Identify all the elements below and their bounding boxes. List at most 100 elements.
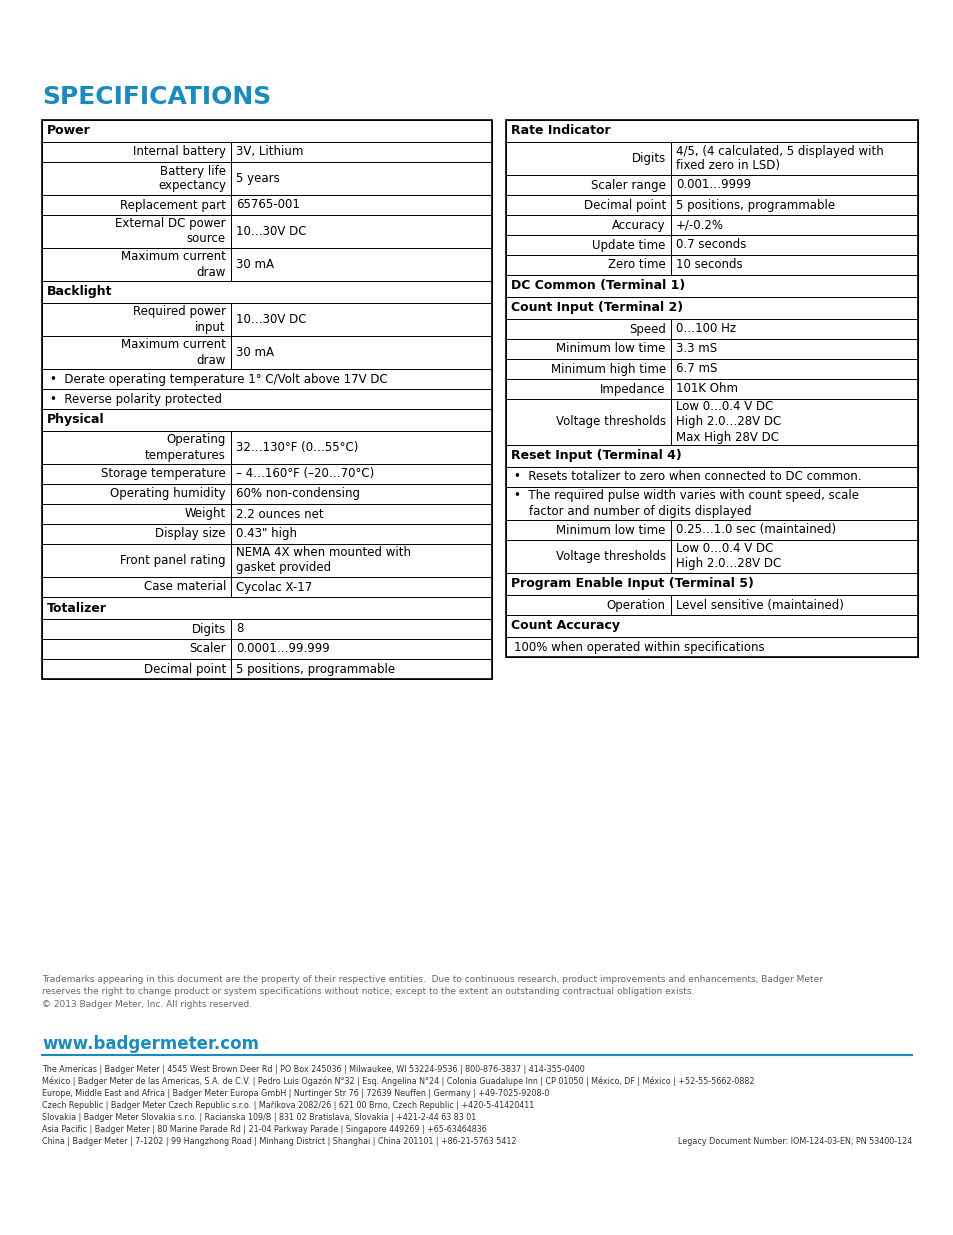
Bar — [231, 431, 492, 464]
Text: Weight: Weight — [185, 508, 226, 520]
Text: Legacy Document Number: IOM-124-03-EN; PN 53400-124: Legacy Document Number: IOM-124-03-EN; P… — [677, 1137, 911, 1146]
Text: Operating humidity: Operating humidity — [111, 488, 226, 500]
Text: Cycolac X-17: Cycolac X-17 — [235, 580, 312, 594]
Text: External DC power
source: External DC power source — [115, 217, 226, 246]
Text: Decimal point: Decimal point — [144, 662, 226, 676]
Bar — [670, 235, 917, 254]
Bar — [505, 254, 670, 275]
Text: Decimal point: Decimal point — [583, 199, 665, 211]
Text: NEMA 4X when mounted with
gasket provided: NEMA 4X when mounted with gasket provide… — [235, 547, 411, 574]
Text: 30 mA: 30 mA — [235, 346, 274, 359]
Text: Replacement part: Replacement part — [120, 199, 226, 211]
Bar — [670, 359, 917, 379]
Text: Case material: Case material — [144, 580, 226, 594]
Text: Scaler: Scaler — [190, 642, 226, 656]
Text: Low 0…0.4 V DC
High 2.0…28V DC
Max High 28V DC: Low 0…0.4 V DC High 2.0…28V DC Max High … — [675, 400, 781, 443]
Bar — [670, 215, 917, 235]
Text: Trademarks appearing in this document are the property of their respective entit: Trademarks appearing in this document ar… — [42, 974, 822, 1009]
Text: Operating
temperatures: Operating temperatures — [145, 433, 226, 462]
Bar — [505, 615, 917, 637]
Text: SPECIFICATIONS: SPECIFICATIONS — [42, 85, 271, 109]
Bar — [505, 573, 917, 595]
Text: 32…130°F (0…55°C): 32…130°F (0…55°C) — [235, 441, 358, 454]
Bar — [42, 638, 231, 659]
Text: 10…30V DC: 10…30V DC — [235, 225, 306, 238]
Bar — [42, 409, 492, 431]
Text: 0…100 Hz: 0…100 Hz — [675, 322, 735, 336]
Bar — [42, 282, 492, 303]
Text: Slovakia | Badger Meter Slovakia s.r.o. | Racianska 109/B | 831 02 Bratislava, S: Slovakia | Badger Meter Slovakia s.r.o. … — [42, 1113, 476, 1123]
Bar — [231, 336, 492, 369]
Bar — [231, 142, 492, 162]
Text: Minimum low time: Minimum low time — [556, 342, 665, 356]
Bar — [42, 597, 492, 619]
Text: www.badgermeter.com: www.badgermeter.com — [42, 1035, 258, 1053]
Text: Update time: Update time — [592, 238, 665, 252]
Text: 5 years: 5 years — [235, 172, 279, 185]
Text: 30 mA: 30 mA — [235, 258, 274, 270]
Bar — [505, 142, 670, 175]
Text: Storage temperature: Storage temperature — [101, 468, 226, 480]
Text: 2.2 ounces net: 2.2 ounces net — [235, 508, 323, 520]
Bar — [505, 637, 917, 657]
Text: Digits: Digits — [631, 152, 665, 165]
Bar — [231, 248, 492, 282]
Bar — [505, 195, 670, 215]
Text: 8: 8 — [235, 622, 243, 636]
Bar — [505, 359, 670, 379]
Bar — [505, 445, 917, 467]
Bar — [231, 215, 492, 248]
Text: Zero time: Zero time — [607, 258, 665, 272]
Bar — [42, 248, 231, 282]
Bar — [42, 336, 231, 369]
Text: 60% non-condensing: 60% non-condensing — [235, 488, 359, 500]
Text: Scaler range: Scaler range — [590, 179, 665, 191]
Text: Level sensitive (maintained): Level sensitive (maintained) — [675, 599, 842, 611]
Bar — [505, 120, 917, 657]
Text: Europe, Middle East and Africa | Badger Meter Europa GmbH | Nurtinger Str 76 | 7: Europe, Middle East and Africa | Badger … — [42, 1089, 549, 1098]
Bar — [505, 215, 670, 235]
Bar — [231, 577, 492, 597]
Bar — [670, 540, 917, 573]
Text: Voltage thresholds: Voltage thresholds — [555, 415, 665, 429]
Text: •  Reverse polarity protected: • Reverse polarity protected — [50, 393, 222, 405]
Bar — [231, 504, 492, 524]
Bar — [505, 595, 670, 615]
Text: Maximum current
draw: Maximum current draw — [121, 338, 226, 367]
Bar — [505, 540, 670, 573]
Bar — [231, 162, 492, 195]
Bar — [505, 235, 670, 254]
Bar — [670, 399, 917, 445]
Text: +/-0.2%: +/-0.2% — [675, 219, 723, 231]
Text: •  Resets totalizer to zero when connected to DC common.: • Resets totalizer to zero when connecte… — [514, 471, 861, 483]
Text: Program Enable Input (Terminal 5): Program Enable Input (Terminal 5) — [511, 578, 753, 590]
Bar — [42, 162, 231, 195]
Bar — [670, 338, 917, 359]
Bar — [670, 254, 917, 275]
Bar — [42, 120, 492, 142]
Text: 5 positions, programmable: 5 positions, programmable — [675, 199, 834, 211]
Bar — [505, 175, 670, 195]
Bar — [505, 399, 670, 445]
Text: 100% when operated within specifications: 100% when operated within specifications — [514, 641, 763, 653]
Text: 3.3 mS: 3.3 mS — [675, 342, 716, 356]
Bar — [231, 619, 492, 638]
Text: DC Common (Terminal 1): DC Common (Terminal 1) — [511, 279, 684, 293]
Text: 0.001…9999: 0.001…9999 — [675, 179, 750, 191]
Bar — [670, 175, 917, 195]
Text: México | Badger Meter de las Americas, S.A. de C.V. | Pedro Luis Ogazón N°32 | E: México | Badger Meter de las Americas, S… — [42, 1077, 754, 1087]
Text: •  Derate operating temperature 1° C/Volt above 17V DC: • Derate operating temperature 1° C/Volt… — [50, 373, 387, 385]
Bar — [42, 142, 231, 162]
Bar — [42, 619, 231, 638]
Text: 65765-001: 65765-001 — [235, 199, 299, 211]
Text: Reset Input (Terminal 4): Reset Input (Terminal 4) — [511, 450, 681, 462]
Text: Count Accuracy: Count Accuracy — [511, 620, 619, 632]
Text: Battery life
expectancy: Battery life expectancy — [158, 164, 226, 193]
Text: Rate Indicator: Rate Indicator — [511, 125, 610, 137]
Bar — [670, 595, 917, 615]
Text: 0.25…1.0 sec (maintained): 0.25…1.0 sec (maintained) — [675, 524, 835, 536]
Bar — [231, 464, 492, 484]
Bar — [42, 659, 231, 679]
Text: 0.0001…99.999: 0.0001…99.999 — [235, 642, 330, 656]
Text: Asia Pacific | Badger Meter | 80 Marine Parade Rd | 21-04 Parkway Parade | Singa: Asia Pacific | Badger Meter | 80 Marine … — [42, 1125, 486, 1134]
